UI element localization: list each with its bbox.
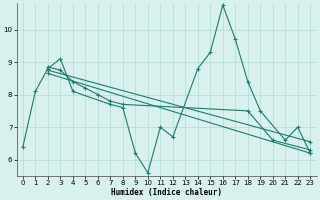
X-axis label: Humidex (Indice chaleur): Humidex (Indice chaleur) [111,188,222,197]
